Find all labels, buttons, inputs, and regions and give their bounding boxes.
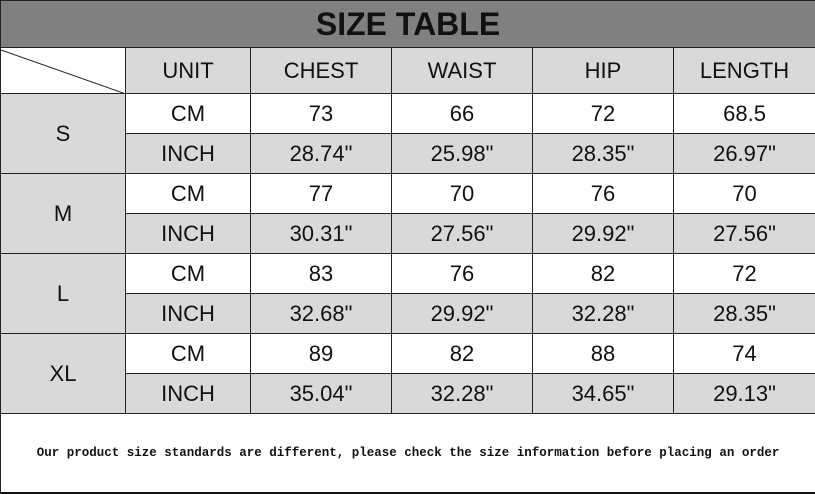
waist-cell: 27.56" [391, 213, 533, 254]
length-cell: 27.56" [672, 213, 815, 254]
chest-cell: 35.04" [250, 373, 392, 414]
length-cell: 28.35" [672, 293, 815, 334]
hip-cell: 34.65" [532, 373, 674, 414]
header-row: UNIT CHEST WAIST HIP LENGTH [0, 47, 815, 94]
table-row: XL CM 89 82 88 74 [0, 333, 815, 414]
unit-cell: INCH [125, 293, 251, 334]
size-label: L [0, 253, 126, 334]
waist-cell: 66 [391, 93, 533, 134]
length-cell: 70 [672, 173, 815, 214]
waist-cell: 70 [391, 173, 533, 214]
corner-cell [0, 47, 126, 94]
table-row: INCH 35.04" 32.28" 34.65" 29.13" [1, 373, 815, 414]
chest-cell: 30.31" [250, 213, 392, 254]
size-label: S [0, 93, 126, 174]
hip-cell: 32.28" [532, 293, 674, 334]
diagonal-line [1, 49, 126, 94]
footer-note: Our product size standards are different… [0, 413, 815, 494]
table-row: M CM 77 70 76 70 [0, 173, 815, 254]
header-hip: HIP [532, 47, 674, 94]
unit-cell: INCH [125, 373, 251, 414]
length-cell: 29.13" [672, 373, 815, 414]
unit-cell: INCH [125, 133, 251, 174]
chest-cell: 32.68" [250, 293, 392, 334]
table-row: INCH 30.31" 27.56" 29.92" 27.56" [1, 213, 815, 254]
waist-cell: 76 [391, 253, 533, 294]
chest-cell: 83 [250, 253, 392, 294]
chest-cell: 89 [250, 333, 392, 374]
unit-cell: CM [125, 173, 251, 214]
hip-cell: 28.35" [532, 133, 674, 174]
header-length: LENGTH [672, 47, 815, 94]
chest-cell: 77 [250, 173, 392, 214]
unit-cell: CM [125, 253, 251, 294]
size-label: XL [0, 333, 126, 414]
table-row: S CM 73 66 72 68.5 [0, 93, 815, 174]
waist-cell: 29.92" [391, 293, 533, 334]
hip-cell: 76 [532, 173, 674, 214]
table-row: INCH 28.74" 25.98" 28.35" 26.97" [1, 133, 815, 174]
unit-cell: INCH [125, 213, 251, 254]
length-cell: 68.5 [672, 93, 815, 134]
hip-cell: 88 [532, 333, 674, 374]
hip-cell: 72 [532, 93, 674, 134]
header-waist: WAIST [391, 47, 533, 94]
hip-cell: 29.92" [532, 213, 674, 254]
chest-cell: 73 [250, 93, 392, 134]
header-chest: CHEST [250, 47, 392, 94]
unit-cell: CM [125, 333, 251, 374]
unit-cell: CM [125, 93, 251, 134]
hip-cell: 82 [532, 253, 674, 294]
waist-cell: 82 [391, 333, 533, 374]
size-label: M [0, 173, 126, 254]
length-cell: 26.97" [672, 133, 815, 174]
length-cell: 72 [672, 253, 815, 294]
length-cell: 74 [672, 333, 815, 374]
chest-cell: 28.74" [250, 133, 392, 174]
table-title: SIZE TABLE [0, 0, 815, 48]
table-row: L CM 83 76 82 72 [0, 253, 815, 334]
waist-cell: 25.98" [391, 133, 533, 174]
waist-cell: 32.28" [391, 373, 533, 414]
header-unit: UNIT [125, 47, 251, 94]
